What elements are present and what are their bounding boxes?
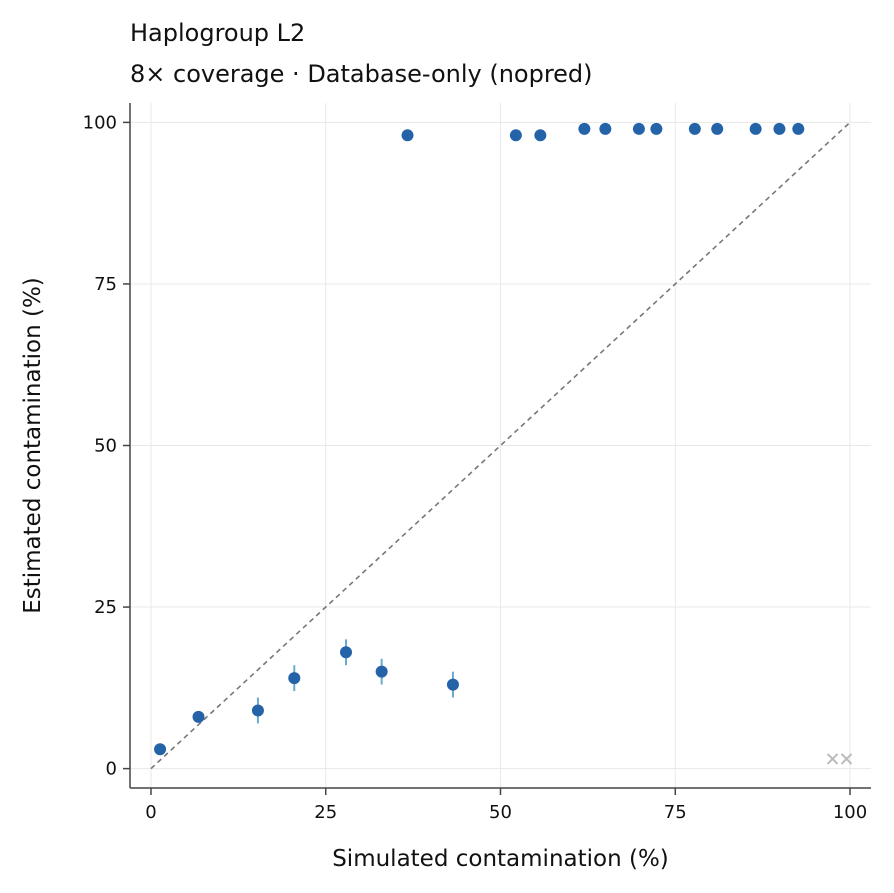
chart-title: Haplogroup L2 (130, 19, 305, 47)
data-point (446, 678, 459, 691)
failed-marker-stroke (840, 753, 853, 765)
data-point (534, 129, 547, 142)
x-tick-label: 100 (833, 802, 867, 823)
data-point (599, 122, 612, 135)
data-point (288, 672, 301, 685)
data-point (509, 129, 522, 142)
data-point (749, 122, 762, 135)
identity-reference-line (150, 121, 851, 770)
y-axis-label: Estimated contamination (%) (20, 277, 46, 614)
x-axis-label: Simulated contamination (%) (332, 846, 669, 872)
failed-marker (826, 753, 839, 765)
data-point (650, 122, 663, 135)
failed-marker (840, 753, 853, 765)
y-tick-label: 0 (106, 759, 117, 780)
grid-lines (130, 103, 871, 788)
y-tick-label: 50 (94, 436, 117, 457)
data-points (154, 122, 805, 756)
data-point (711, 122, 724, 135)
x-tick-label: 75 (664, 802, 687, 823)
data-point (375, 665, 388, 678)
data-point (154, 743, 167, 756)
data-point (578, 122, 591, 135)
data-point (340, 646, 353, 659)
x-tick-label: 25 (314, 802, 337, 823)
data-point (401, 129, 414, 142)
y-ticks: 0 25 50 75 100 (83, 112, 130, 780)
y-tick-label: 75 (94, 274, 117, 295)
failed-markers (826, 753, 853, 765)
x-tick-label: 50 (489, 802, 512, 823)
data-point (251, 704, 264, 717)
data-point (792, 122, 805, 135)
data-point (192, 710, 205, 723)
x-ticks: 0 25 50 75 100 (145, 788, 867, 823)
y-tick-label: 100 (83, 112, 117, 133)
x-tick-label: 0 (145, 802, 156, 823)
error-bars (256, 639, 454, 724)
chart-subtitle: 8× coverage · Database-only (nopred) (130, 60, 593, 88)
data-point (632, 122, 645, 135)
y-tick-label: 25 (94, 597, 117, 618)
data-point (773, 122, 786, 135)
data-point (688, 122, 701, 135)
failed-marker-stroke (826, 753, 839, 765)
